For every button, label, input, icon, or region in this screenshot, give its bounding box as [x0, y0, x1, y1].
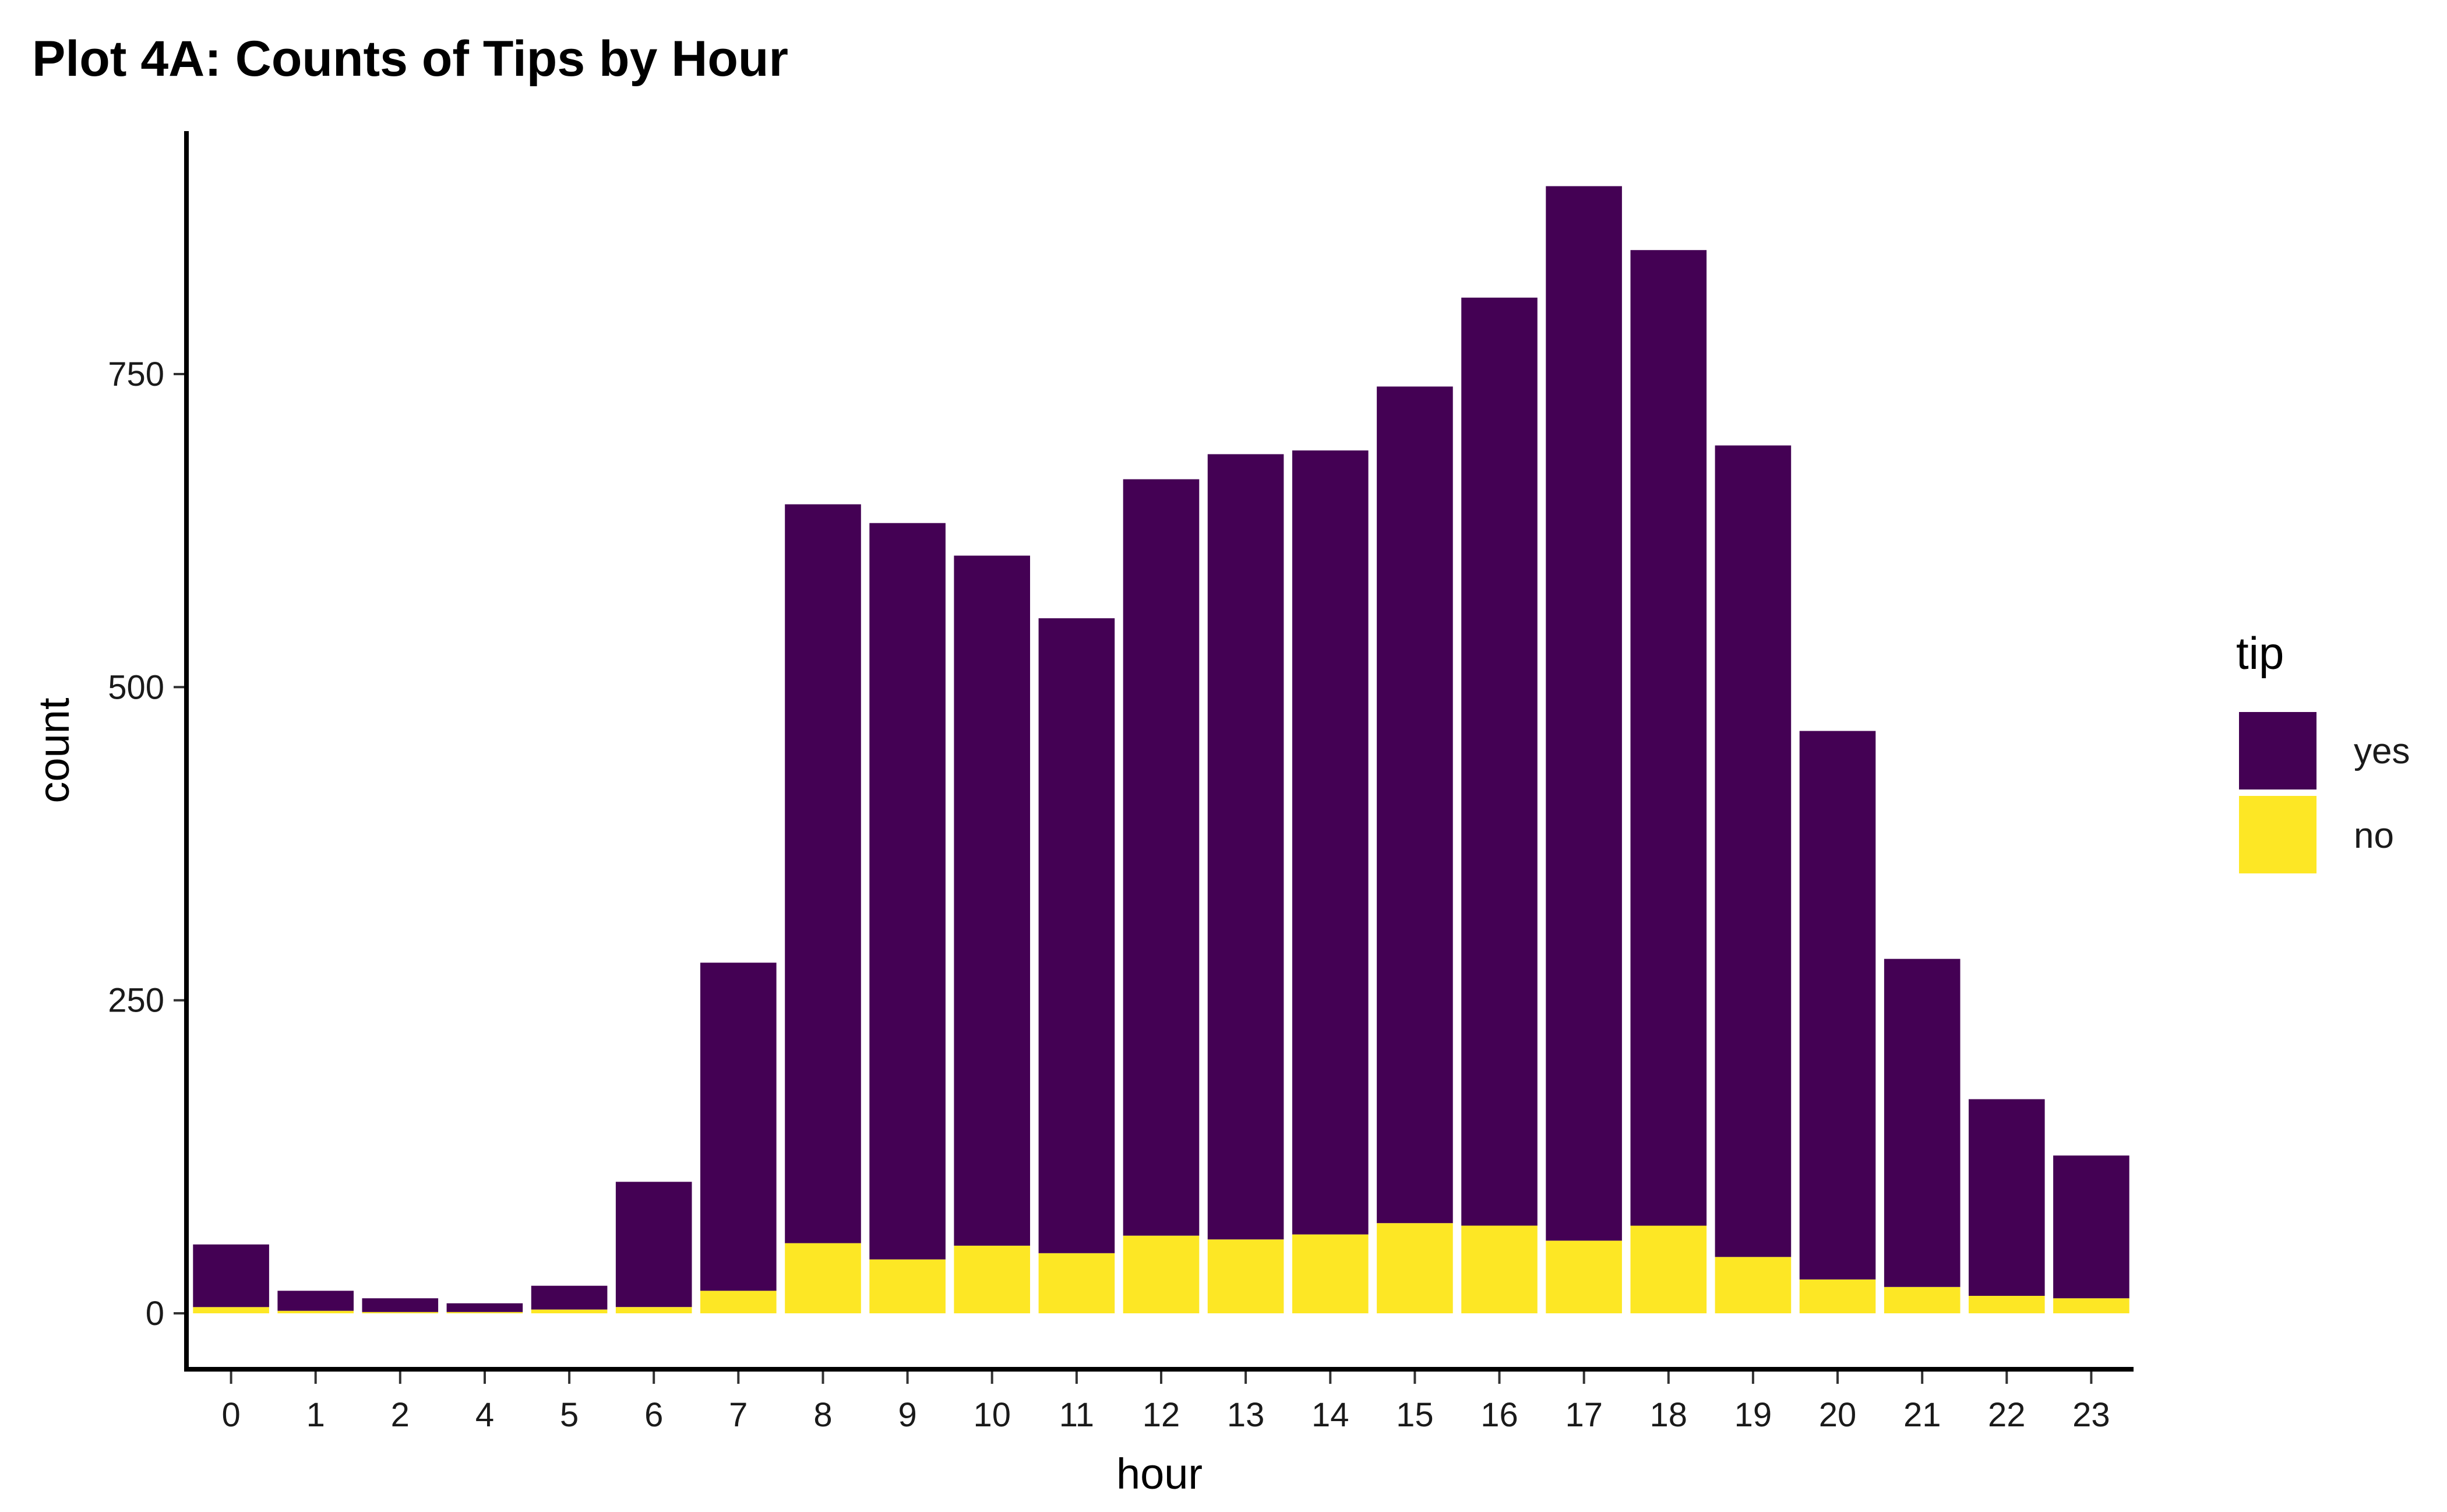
- legend-title: tip: [2236, 628, 2284, 679]
- legend: tip yes no: [2236, 628, 2410, 873]
- bar-yes-15: [1377, 386, 1453, 1224]
- bar-yes-11: [1038, 618, 1115, 1253]
- x-tick-label-19: 19: [1734, 1396, 1772, 1434]
- bar-no-22: [1969, 1295, 2045, 1313]
- legend-label-no: no: [2354, 816, 2394, 856]
- y-tick-label-0: 0: [146, 1295, 164, 1333]
- bar-yes-22: [1969, 1099, 2045, 1296]
- bar-yes-21: [1884, 958, 1961, 1287]
- bar-no-9: [869, 1259, 946, 1313]
- bar-no-17: [1546, 1240, 1622, 1313]
- bar-no-19: [1715, 1257, 1792, 1313]
- x-tick-label-0: 0: [221, 1396, 240, 1434]
- bar-yes-14: [1292, 450, 1369, 1235]
- bar-yes-8: [785, 504, 861, 1243]
- bar-no-13: [1207, 1239, 1284, 1313]
- bar-yes-16: [1461, 297, 1538, 1226]
- bar-yes-9: [869, 523, 946, 1260]
- x-tick-label-17: 17: [1565, 1396, 1603, 1434]
- x-tick-label-2: 2: [391, 1396, 410, 1434]
- x-tick-label-18: 18: [1650, 1396, 1688, 1434]
- x-tick-label-7: 7: [729, 1396, 748, 1434]
- y-tick-label-250: 250: [108, 982, 164, 1020]
- x-tick-label-22: 22: [1988, 1396, 2026, 1434]
- bar-yes-4: [446, 1303, 523, 1312]
- y-axis-title: count: [30, 697, 78, 803]
- bar-no-14: [1292, 1234, 1369, 1313]
- x-tick-label-5: 5: [560, 1396, 579, 1434]
- x-tick-label-21: 21: [1903, 1396, 1941, 1434]
- x-tick-label-15: 15: [1396, 1396, 1434, 1434]
- x-tick-label-6: 6: [644, 1396, 663, 1434]
- bar-yes-17: [1546, 186, 1622, 1241]
- bar-yes-1: [277, 1291, 354, 1311]
- legend-swatch-no: [2239, 796, 2316, 873]
- bar-yes-23: [2053, 1155, 2129, 1299]
- x-tick-label-9: 9: [898, 1396, 916, 1434]
- x-tick-label-20: 20: [1819, 1396, 1857, 1434]
- x-tick-label-12: 12: [1143, 1396, 1180, 1434]
- bar-yes-13: [1207, 454, 1284, 1240]
- bar-no-21: [1884, 1287, 1961, 1313]
- bar-no-16: [1461, 1225, 1538, 1313]
- bar-no-15: [1377, 1223, 1453, 1313]
- bar-no-23: [2053, 1298, 2129, 1313]
- bar-yes-20: [1799, 731, 1876, 1280]
- bar-no-11: [1038, 1253, 1115, 1313]
- bar-yes-0: [193, 1244, 269, 1307]
- x-tick-label-13: 13: [1227, 1396, 1265, 1434]
- bar-no-8: [785, 1243, 861, 1313]
- bar-no-18: [1630, 1225, 1707, 1313]
- bar-no-20: [1799, 1280, 1876, 1313]
- bar-yes-18: [1630, 250, 1707, 1226]
- bar-no-6: [615, 1307, 692, 1313]
- legend-label-yes: yes: [2354, 731, 2410, 771]
- bar-yes-5: [531, 1285, 608, 1310]
- bar-no-7: [700, 1291, 777, 1313]
- bar-no-1: [277, 1310, 354, 1313]
- bar-no-10: [954, 1245, 1030, 1313]
- bar-no-0: [193, 1307, 269, 1313]
- x-tick-label-4: 4: [475, 1396, 494, 1434]
- x-tick-label-23: 23: [2072, 1396, 2110, 1434]
- bar-yes-2: [362, 1298, 439, 1312]
- x-axis-title: hour: [1116, 1450, 1203, 1498]
- legend-swatch-yes: [2239, 712, 2316, 790]
- bar-area: [193, 186, 2129, 1313]
- x-tick-label-16: 16: [1480, 1396, 1518, 1434]
- bar-no-12: [1123, 1235, 1200, 1313]
- y-tick-label-500: 500: [108, 668, 164, 706]
- x-tick-label-11: 11: [1059, 1396, 1094, 1434]
- bar-no-2: [362, 1312, 439, 1313]
- bar-yes-10: [954, 555, 1030, 1246]
- x-axis-ticks: 0 1 2 4 5 6 7 8 9 10 11 12 13 14 15 16 17 18 19 20 21 22 23: [221, 1372, 2110, 1434]
- bar-no-5: [531, 1309, 608, 1313]
- x-tick-label-1: 1: [306, 1396, 325, 1434]
- x-tick-label-8: 8: [813, 1396, 832, 1434]
- y-tick-label-750: 750: [108, 355, 164, 393]
- x-tick-label-14: 14: [1311, 1396, 1349, 1434]
- bar-yes-6: [615, 1182, 692, 1307]
- chart-title: Plot 4A: Counts of Tips by Hour: [32, 31, 788, 87]
- x-tick-label-10: 10: [973, 1396, 1011, 1434]
- bar-yes-7: [700, 963, 777, 1291]
- bar-no-4: [446, 1312, 523, 1313]
- y-axis-ticks: 0 250 500 750: [108, 355, 184, 1333]
- bar-yes-12: [1123, 479, 1200, 1236]
- bar-yes-19: [1715, 445, 1792, 1257]
